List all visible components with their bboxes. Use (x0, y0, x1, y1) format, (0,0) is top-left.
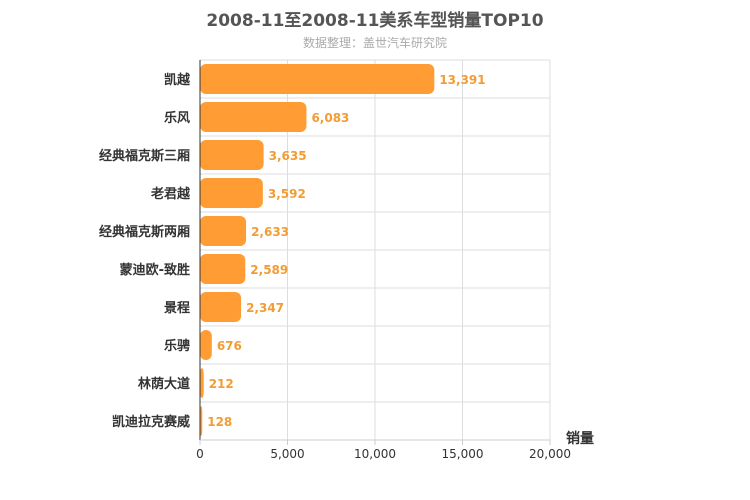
data-label: 2,633 (251, 225, 289, 239)
bar (200, 140, 264, 170)
x-tick-label: 5,000 (270, 447, 304, 461)
x-tick-label: 10,000 (354, 447, 396, 461)
category-label: 蒙迪欧-致胜 (120, 262, 190, 278)
data-label: 6,083 (311, 111, 349, 125)
bar (200, 178, 263, 208)
bar (200, 216, 247, 246)
x-tick-label: 0 (196, 447, 204, 461)
x-tick-label: 15,000 (442, 447, 484, 461)
axis-layer: 0 5,000 10,000 15,000 20,000 (196, 60, 571, 461)
category-label: 经典福克斯三厢 (99, 148, 190, 164)
category-label: 林荫大道 (138, 376, 190, 392)
data-label: 2,347 (246, 301, 284, 315)
data-label: 128 (207, 415, 232, 429)
data-label: 3,592 (268, 187, 306, 201)
label-layer: 凯越 13,391 乐风 6,083 经典福克斯三厢 3,635 老君越 3,592 经典福克斯… (99, 72, 486, 430)
category-label: 乐风 (164, 110, 190, 126)
data-label: 212 (209, 377, 234, 391)
bar-layer (200, 64, 435, 436)
data-label: 676 (217, 339, 242, 353)
category-label: 老君越 (150, 186, 191, 202)
bar (200, 368, 204, 398)
bar (200, 406, 203, 436)
bar (200, 64, 435, 94)
data-label: 13,391 (439, 73, 485, 87)
category-label: 乐骋 (164, 338, 190, 354)
x-axis-title: 销量 (566, 430, 594, 447)
grid-layer (199, 59, 551, 441)
data-label: 2,589 (250, 263, 288, 277)
bar (200, 102, 307, 132)
category-label: 凯迪拉克赛威 (112, 414, 190, 430)
category-label: 经典福克斯两厢 (99, 224, 190, 240)
bar (200, 330, 212, 360)
x-tick-label: 20,000 (529, 447, 571, 461)
bar (200, 292, 242, 322)
chart-subtitle: 数据整理：盖世汽车研究院 (302, 36, 447, 50)
chart-title: 2008-11至2008-11美系车型销量TOP10 (206, 11, 544, 31)
category-label: 景程 (164, 301, 190, 316)
category-label: 凯越 (164, 72, 191, 88)
bar (200, 254, 246, 284)
data-label: 3,635 (269, 149, 307, 163)
